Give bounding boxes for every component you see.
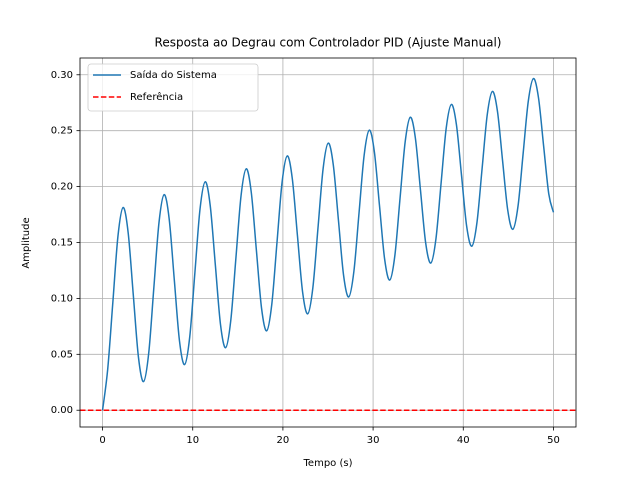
legend: Saída do Sistema Referência	[87, 63, 259, 112]
series-line	[101, 77, 555, 411]
y-tick-label: 0.15	[51, 238, 73, 249]
x-tick-label: 0	[99, 435, 105, 446]
y-tick-label: 0.10	[51, 293, 73, 304]
y-tick-label: 0.25	[51, 126, 73, 137]
x-tick-label: 30	[367, 435, 380, 446]
chart-title: Resposta ao Degrau com Controlador PID (…	[155, 36, 502, 50]
x-tick-label: 10	[186, 435, 199, 446]
plot-frame	[79, 57, 577, 428]
y-axis-label: Amplitude	[21, 217, 32, 268]
x-axis-label: Tempo (s)	[303, 458, 353, 469]
y-tick-label: 0.00	[51, 405, 73, 416]
x-tick-label: 50	[547, 435, 560, 446]
x-tick-label: 40	[457, 435, 470, 446]
legend-label: Referência	[130, 91, 183, 103]
legend-box	[87, 63, 259, 112]
y-tick-label: 0.20	[51, 182, 73, 193]
y-tick-label: 0.30	[51, 70, 73, 81]
legend-label: Saída do Sistema	[130, 69, 217, 81]
y-tick-label: 0.05	[51, 349, 73, 360]
x-tick-label: 20	[277, 435, 290, 446]
